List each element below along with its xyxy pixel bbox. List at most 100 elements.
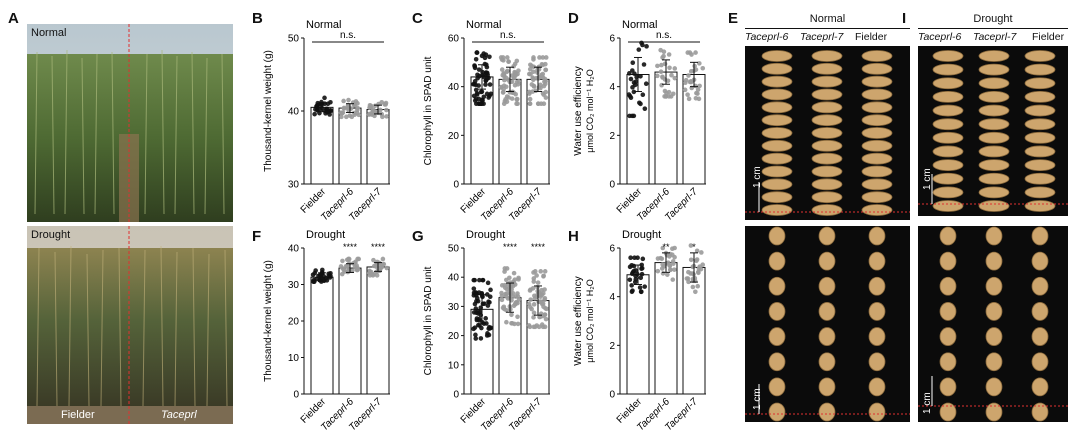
significance-label: n.s. — [656, 30, 672, 41]
chart-d: Normal 0 2 4 6 Water use efficiency μmol CO₂ m… — [573, 19, 706, 223]
data-point — [630, 85, 635, 90]
data-point — [315, 100, 321, 106]
seed — [861, 204, 893, 216]
data-point — [540, 91, 546, 96]
data-point — [504, 266, 510, 271]
data-point — [384, 265, 390, 271]
seed — [1024, 104, 1056, 117]
seed — [818, 352, 836, 372]
panel-i-title: Drought — [973, 13, 1013, 25]
data-point — [471, 277, 477, 283]
seed — [978, 145, 1010, 158]
bar-2 — [338, 267, 362, 395]
seed — [978, 200, 1010, 212]
panel-b-letter: B — [252, 10, 263, 27]
data-point — [693, 67, 699, 72]
chart-g: Drought 0 10 20 30 40 50 Chlorophyll in SPAD un… — [423, 229, 550, 433]
data-point — [642, 106, 648, 111]
data-point — [339, 110, 344, 116]
significance-stars: **** — [503, 242, 518, 252]
y-tick-label: 2 — [609, 131, 615, 142]
seed — [1024, 131, 1056, 144]
data-point — [510, 290, 516, 296]
data-point — [321, 278, 327, 284]
data-point — [682, 87, 688, 93]
seed — [1031, 402, 1049, 422]
data-point — [670, 277, 676, 282]
data-point — [515, 294, 521, 299]
seed — [932, 145, 964, 158]
seed — [861, 178, 893, 191]
data-point — [487, 54, 492, 60]
data-point — [498, 55, 504, 60]
data-point — [667, 263, 673, 269]
data-point — [487, 82, 493, 87]
data-point — [499, 283, 505, 288]
data-point — [502, 269, 507, 274]
chart-g-condition: Drought — [466, 229, 505, 241]
seed — [1031, 226, 1049, 246]
seed — [985, 352, 1003, 372]
data-point — [540, 71, 546, 77]
seed — [1024, 186, 1056, 199]
seed — [761, 114, 793, 127]
seed — [811, 88, 843, 101]
seed — [932, 91, 964, 103]
data-point — [532, 324, 538, 330]
seed — [811, 50, 843, 62]
data-point — [541, 291, 546, 296]
seed — [811, 204, 843, 216]
data-point — [690, 284, 696, 290]
y-tick-label: 0 — [453, 390, 459, 401]
data-point — [472, 78, 478, 84]
chart-h-condition: Drought — [622, 229, 661, 241]
y-tick-label: 30 — [288, 280, 300, 291]
seed — [811, 75, 843, 88]
data-point — [527, 101, 533, 106]
data-point — [693, 50, 698, 55]
y-tick-label: 0 — [293, 390, 299, 401]
seed — [932, 77, 964, 90]
data-point — [629, 271, 635, 276]
data-point — [512, 282, 518, 287]
y-axis-label: Thousand-kernel weight (g) — [263, 50, 274, 172]
data-point — [325, 101, 331, 107]
y-tick-label: 40 — [448, 273, 460, 284]
seed — [811, 101, 843, 114]
data-point — [692, 63, 697, 69]
seed — [811, 127, 843, 139]
data-point — [326, 273, 332, 279]
data-point — [533, 88, 538, 94]
seed — [939, 352, 957, 372]
data-point — [531, 302, 537, 307]
data-point — [536, 101, 541, 106]
data-point — [689, 52, 694, 57]
seed — [1031, 251, 1049, 271]
data-point — [664, 90, 669, 96]
seed — [978, 186, 1010, 199]
seed — [1031, 276, 1049, 296]
y-tick-label: 20 — [448, 131, 460, 142]
bar-1 — [310, 106, 334, 185]
data-point — [500, 90, 506, 95]
data-point — [504, 55, 510, 60]
significance-stars: ** — [662, 242, 670, 252]
data-point — [382, 102, 388, 107]
seed — [868, 402, 886, 422]
panel-i-drought-seed-photo — [918, 226, 1068, 422]
seed — [1024, 172, 1056, 185]
seed — [985, 402, 1003, 422]
data-point — [515, 300, 520, 306]
seed — [932, 63, 964, 76]
bar-3 — [366, 266, 390, 395]
data-point — [384, 107, 389, 113]
seed — [932, 172, 964, 185]
seed — [932, 186, 964, 199]
seed — [861, 165, 893, 178]
data-point — [627, 277, 633, 283]
panel-i-normal-seed-photo — [918, 46, 1068, 216]
data-point — [630, 288, 635, 293]
seed — [761, 101, 793, 114]
data-point — [695, 283, 701, 289]
data-point — [655, 256, 661, 261]
